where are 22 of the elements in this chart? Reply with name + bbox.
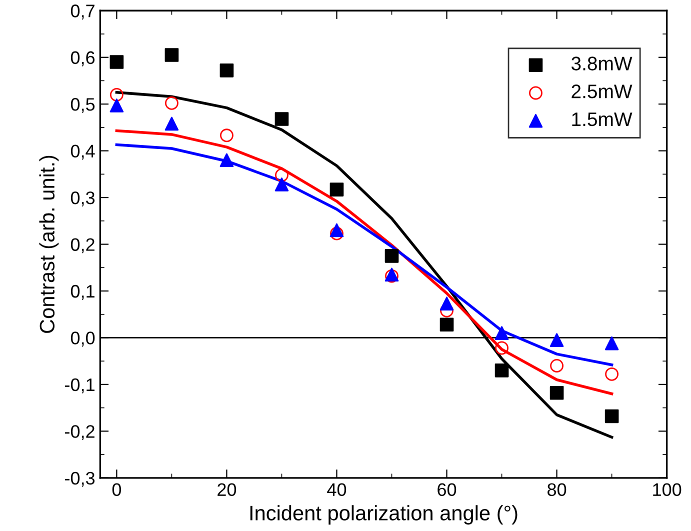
x-tick-label: 80 xyxy=(548,483,566,496)
y-tick-label: -0,3 xyxy=(65,472,95,487)
legend-label: 2.5mW xyxy=(572,84,632,98)
x-tick-label: 40 xyxy=(327,483,346,496)
legend-label: 1.5mW xyxy=(572,112,632,126)
x-axis-title: Incident polarization angle (°) xyxy=(250,505,518,525)
y-tick-label: 0,3 xyxy=(70,191,95,206)
y-tick-label: 0,4 xyxy=(70,144,95,160)
y-tick-label: -0,1 xyxy=(65,378,94,394)
y-tick-label: 0,1 xyxy=(70,284,94,300)
y-tick-label: 0,2 xyxy=(70,238,94,254)
x-tick-label: 60 xyxy=(438,483,456,496)
y-tick-label: 0,0 xyxy=(70,332,95,347)
y-tick-label: -0,2 xyxy=(65,425,94,440)
y-tick-label: 0,5 xyxy=(70,98,95,113)
x-tick-label: 100 xyxy=(653,483,682,496)
x-tick-label: 20 xyxy=(218,483,236,496)
y-tick-label: 0,6 xyxy=(70,51,95,66)
legend-label: 3.8mW xyxy=(571,56,632,70)
y-axis-title: Contrast (arb. unit.) xyxy=(39,156,59,333)
y-tick-label: 0,7 xyxy=(70,4,94,20)
x-tick-label: 0 xyxy=(112,483,122,496)
